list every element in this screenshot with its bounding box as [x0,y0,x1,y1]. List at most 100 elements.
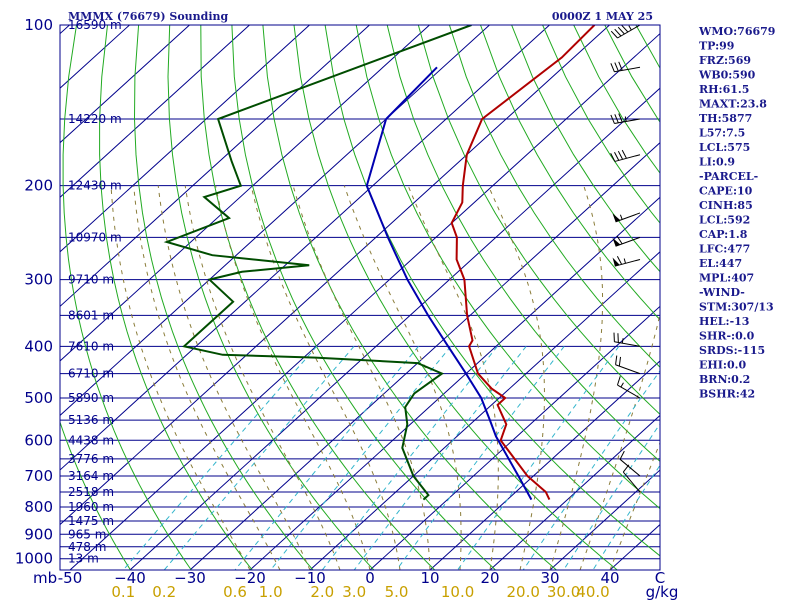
wind-barb [612,235,641,247]
temperature-tick-label: −30 [174,569,206,587]
wind-barb-feather [617,150,624,160]
pressure-tick-label: 600 [24,431,53,449]
parcel-line [365,66,533,501]
mixing-ratio-tick-label: 2.0 [310,583,334,600]
dry-adiabat-line [791,25,800,570]
dry-adiabat-line [262,25,557,570]
mixing-ratio-tick-label: 0.6 [223,583,247,600]
temperature-tick-label: 10 [420,569,439,587]
wind-barb [615,355,641,375]
wind-barb-staff [615,364,641,375]
wind-barb [610,24,641,39]
wind-barb-staff [619,458,641,477]
temperature-tick-label: −20 [234,569,266,587]
wind-barb-feather [618,356,622,367]
wind-barb-staff [622,471,641,493]
wind-barb-feather [614,62,619,72]
pressure-tick-label: 500 [24,389,53,407]
isotherm-line [549,469,660,570]
index-entry: LI:0.9 [699,156,735,169]
wind-barbs [610,24,641,493]
index-entry: SRDS:-115 [699,344,765,357]
moist-adiabat-line [579,312,660,570]
wind-barb-feather [614,114,619,123]
mixing-ratio-tick-label: 10.0 [441,583,474,600]
dry-adiabat-line [417,25,660,415]
index-entry: WB0:590 [698,69,756,82]
wind-barb-feather [621,24,629,33]
wind-barb-feather [614,151,620,161]
index-entry: -WIND- [699,286,745,299]
index-entry: EHI:0.0 [699,359,746,372]
index-entry: FRZ:569 [699,54,751,67]
isotherm-line [60,25,370,308]
wind-barb-staff [617,24,641,39]
wind-barb [612,212,641,223]
isotherm-line [369,305,660,570]
temperature-tick-label: 0 [365,569,375,587]
dry-adiabat-line [293,25,618,570]
wind-barb-half-feather [624,116,627,122]
index-entry: MAXT:23.8 [699,98,767,111]
index-entry: EL:447 [699,257,742,270]
height-label: 9710 m [68,273,114,287]
isotherm-line [309,251,660,570]
moist-adiabat-line [609,441,660,570]
plot-frame [59,24,661,571]
wind-barb-flag [612,237,621,247]
isotherm-line [60,25,430,362]
pressure-tick-label: 900 [24,525,53,543]
mixing-ratio-line [457,346,620,570]
isotherm-line [60,25,550,471]
dry-adiabat-line [167,25,375,570]
wind-barb [619,450,641,477]
wind-barb-feather [610,30,618,39]
height-label: 5136 m [68,413,114,427]
dewpoint-line [163,25,472,501]
index-entry: TP:99 [699,40,734,53]
index-entry: STM:307/13 [699,301,774,314]
temperature-tick-label: 30 [540,569,559,587]
index-entry: CINH:85 [699,199,753,212]
wind-barb-feather [610,63,615,72]
pressure-tick-label: 100 [24,16,53,34]
index-entry: RH:61.5 [699,83,749,96]
dry-adiabat-line [231,25,496,570]
moist-adiabat-line [184,185,341,570]
height-label: 16590 m [68,18,122,32]
wind-barb [617,376,641,399]
mixing-ratio-tick-label: 5.0 [385,583,409,600]
dry-adiabat-line [324,25,660,557]
wind-barb-half-feather [623,258,626,264]
height-label: 2518 m [68,485,114,499]
height-label: 3776 m [68,452,114,466]
wind-barb-feather [622,464,630,473]
dry-adiabat-line [355,25,660,510]
mixing-ratio-tick-label: 3.0 [342,583,366,600]
temperature-unit-label: C [655,569,665,587]
mixing-ratio-line [234,345,419,570]
pressure-tick-label: 400 [24,337,53,355]
wind-barb-feather [614,28,622,37]
index-entry: LCL:592 [699,214,750,227]
wind-barb-staff [614,66,641,73]
mixing-ratio-line [592,464,660,570]
index-entry: CAP:1.8 [699,228,748,241]
wind-barb-feather [610,153,616,162]
pressure-tick-label: 800 [24,498,53,516]
wind-barb-feather [616,235,623,245]
mixing-ratio-tick-label: 40.0 [576,583,609,600]
temperature-tick-label: 20 [480,569,499,587]
index-entry: HEL:-13 [699,315,749,328]
mixing-ratio-tick-label: 30.0 [547,583,580,600]
dry-adiabat-line [200,25,436,570]
index-entry: SHR-:0.0 [699,330,755,343]
isotherm-line [189,142,660,570]
wind-barb-staff [617,384,641,399]
wind-barb-feather [610,114,615,124]
index-entry: TH:5877 [699,112,752,125]
dry-adiabat-line [448,25,660,368]
